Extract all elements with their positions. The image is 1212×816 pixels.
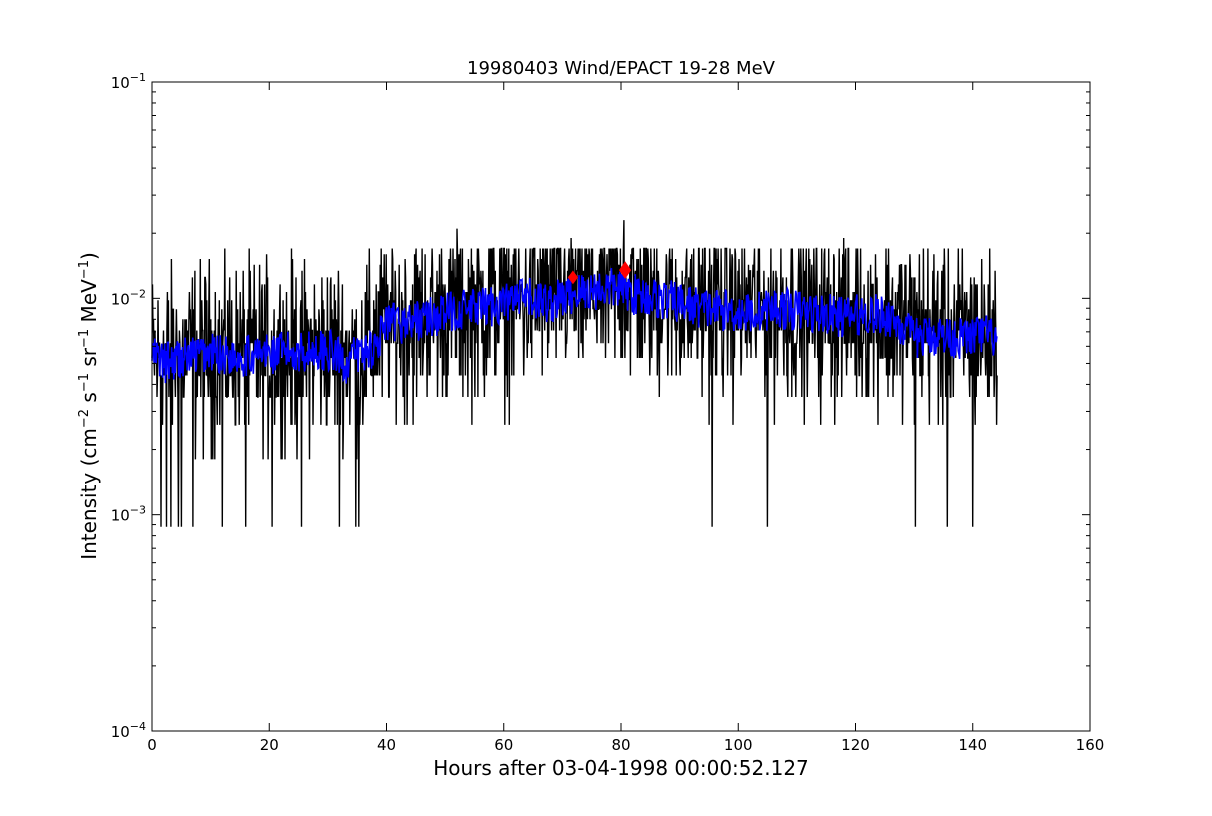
x-tick-label: 60 bbox=[494, 736, 513, 754]
y-tick-label: 10−1 bbox=[111, 71, 146, 92]
y-tick-label: 10−3 bbox=[111, 504, 146, 525]
marker-diamond-2 bbox=[618, 261, 632, 280]
y-tick-label: 10−4 bbox=[111, 720, 146, 741]
x-tick-label: 20 bbox=[260, 736, 279, 754]
series-line-smoothed bbox=[151, 267, 998, 384]
x-tick-label: 120 bbox=[841, 736, 870, 754]
x-tick-label: 80 bbox=[611, 736, 630, 754]
x-tick-label: 160 bbox=[1076, 736, 1105, 754]
x-tick-label: 100 bbox=[724, 736, 753, 754]
marker-diamond-1 bbox=[567, 270, 579, 285]
axes-layer: 0 20 40 60 80 100 120 140 160 10−4 10−3 10−2 10−1 bbox=[111, 71, 1105, 754]
x-tick-label: 40 bbox=[377, 736, 396, 754]
x-tick-label: 140 bbox=[958, 736, 987, 754]
chart-title: 19980403 Wind/EPACT 19-28 MeV bbox=[467, 58, 776, 79]
y-axis-label: Intensity (cm−2 s−1 sr−1 MeV−1) bbox=[77, 252, 101, 560]
x-axis-label: Hours after 03-04-1998 00:00:52.127 bbox=[433, 756, 809, 780]
y-tick-label: 10−2 bbox=[111, 287, 146, 308]
series-layer bbox=[151, 220, 998, 527]
x-tick-label: 0 bbox=[147, 736, 157, 754]
